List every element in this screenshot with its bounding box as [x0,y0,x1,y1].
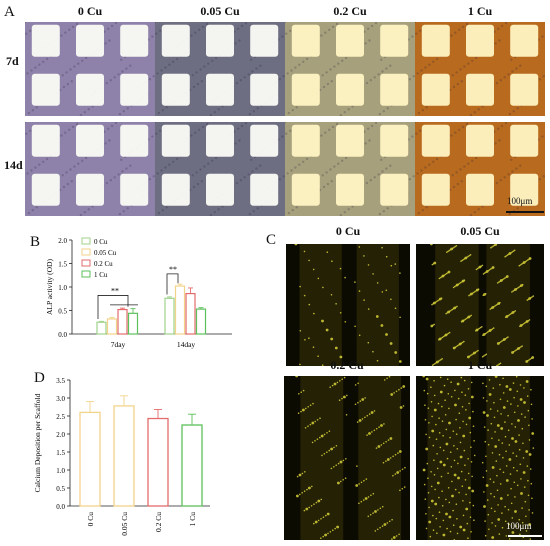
b-ylabel: ALP activity (OD) [45,259,54,315]
d-ytick-label: 1.0 [56,467,65,475]
b-bar [174,285,186,335]
d-ytick-label: 2.0 [56,431,65,439]
d-ytick-label: 0.5 [56,485,65,493]
fluorescence-label-0: 0 Cu [335,224,361,238]
d-ytick-label: 0.0 [56,503,65,511]
fluorescence-label-1: 0.05 Cu [460,224,500,238]
row-label-14d: 14d [4,158,23,172]
micrograph-14d-1 [155,122,285,216]
column-header-0: 0 Cu [77,4,103,18]
panel-b-letter: B [30,234,41,250]
b-category-label: 7day [111,340,126,349]
column-header-1: 0.05 Cu [200,4,240,18]
row-label-7d: 7d [6,54,19,68]
micrograph-14d-3 [415,122,545,216]
micrograph-7d-1 [155,22,285,116]
panel-c-scale-label: 100μm [506,521,532,531]
fluorescence-image-3 [416,376,544,540]
b-bar [117,308,128,335]
d-bar [113,405,135,507]
b-bar [96,321,107,335]
d-bar [181,424,203,507]
d-category-label: 0.2 Cu [154,512,163,532]
column-header-2: 0.2 Cu [333,4,367,18]
b-bar [127,312,139,335]
d-ytick-label: 2.5 [56,413,65,421]
panel-c-scale-bar [508,535,542,537]
b-legend-label: 0 Cu [94,238,108,246]
d-ytick-label: 1.5 [56,449,65,457]
b-sig-bracket [166,273,179,295]
d-bar [79,411,101,507]
d-ytick-label: 3.5 [56,377,65,385]
b-legend-label: 1 Cu [94,271,108,279]
panel-d-letter: D [34,370,45,386]
b-ytick-label: 1.5 [58,261,67,269]
column-header-3: 1 Cu [467,4,493,18]
b-ytick-label: 2.0 [58,237,67,245]
b-ytick-label: 0.5 [58,308,67,316]
micrograph-14d-2 [285,122,415,216]
b-bar [164,297,175,335]
d-category-label: 0.05 Cu [120,512,129,536]
fluorescence-label-3: 1 Cu [467,358,493,372]
fluorescence-label-2: 0.2 Cu [330,358,364,372]
micrograph-7d-3 [415,22,545,116]
b-bar [106,318,118,335]
fluorescence-image-2 [284,376,410,540]
d-bar [147,417,169,507]
b-legend-label: 0.05 Cu [94,249,117,257]
b-bar [195,308,207,335]
b-legend-swatch [81,270,91,278]
fluorescence-image-1 [416,244,544,366]
b-legend-swatch [81,248,91,256]
panel-a-letter: A [4,4,15,20]
micrograph-14d-0 [25,122,155,216]
b-sig-label: ** [111,286,119,295]
b-ytick-label: 0.0 [58,331,67,339]
d-ytick-label: 3.0 [56,395,65,403]
b-sig-label: ** [169,265,177,274]
b-category-label: 14day [177,340,196,349]
b-sig-bracket [97,295,129,319]
b-legend-swatch [81,237,91,245]
b-legend-label: 0.2 Cu [94,260,113,268]
d-category-label: 1 Cu [188,512,197,527]
micrograph-7d-2 [285,22,415,116]
calcium-deposition-chart: 0.0 0.5 1.0 1.5 2.0 2.5 3.0 3.5 Calcium Depositi… [33,377,210,536]
d-ylabel: Calcium Deposition per Scaffold [33,393,42,492]
b-bar [185,292,196,335]
panel-a-scale-label: 100μm [507,196,533,206]
fluorescence-image-0 [286,244,410,366]
panel-c-letter: C [266,232,277,248]
b-ytick-label: 1.0 [58,284,67,292]
micrograph-7d-0 [25,22,155,116]
alp-activity-chart: 0.0 0.5 1.0 1.5 2.0 ALP activity (OD) 7day 14da… [45,237,232,349]
panel-a-scale-bar [506,211,544,213]
b-legend-swatch [81,259,91,267]
d-category-label: 0 Cu [86,512,95,527]
